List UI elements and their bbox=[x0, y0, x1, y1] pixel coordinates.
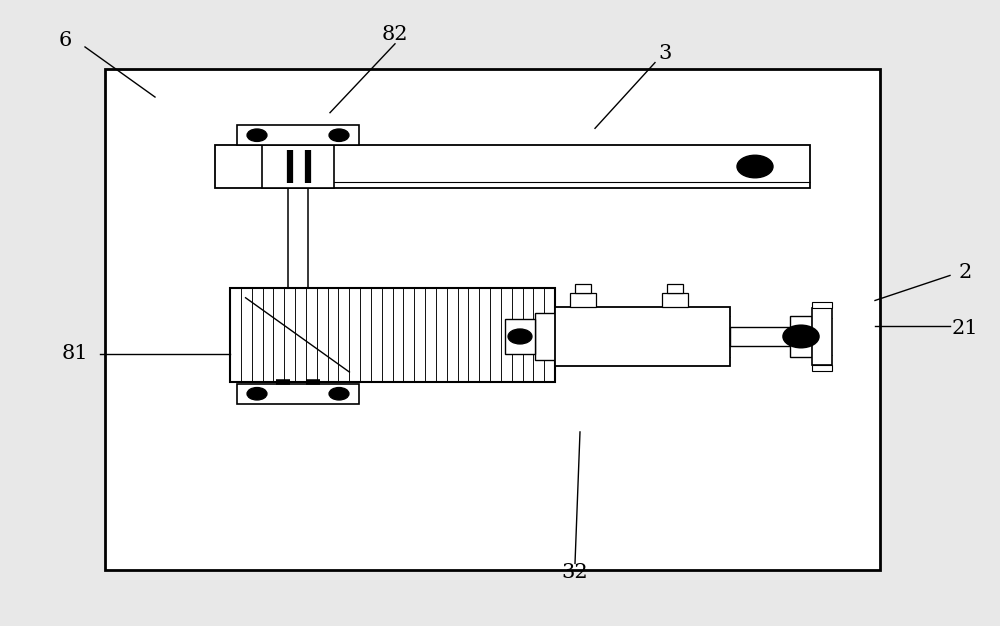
FancyBboxPatch shape bbox=[812, 364, 832, 371]
Text: 21: 21 bbox=[952, 319, 978, 338]
FancyBboxPatch shape bbox=[812, 309, 832, 364]
Circle shape bbox=[247, 387, 267, 400]
FancyBboxPatch shape bbox=[575, 284, 591, 293]
Text: 6: 6 bbox=[58, 31, 72, 50]
Circle shape bbox=[783, 326, 819, 348]
FancyBboxPatch shape bbox=[105, 69, 880, 570]
FancyBboxPatch shape bbox=[555, 307, 730, 366]
Text: 3: 3 bbox=[658, 44, 672, 63]
FancyBboxPatch shape bbox=[237, 125, 359, 145]
FancyBboxPatch shape bbox=[570, 293, 596, 307]
FancyBboxPatch shape bbox=[730, 327, 790, 346]
Circle shape bbox=[329, 129, 349, 141]
Circle shape bbox=[508, 329, 532, 344]
Text: 32: 32 bbox=[562, 563, 588, 582]
FancyBboxPatch shape bbox=[505, 319, 535, 354]
FancyBboxPatch shape bbox=[662, 293, 688, 307]
Circle shape bbox=[247, 129, 267, 141]
FancyBboxPatch shape bbox=[230, 288, 555, 382]
FancyBboxPatch shape bbox=[535, 313, 557, 360]
FancyBboxPatch shape bbox=[790, 317, 812, 357]
Circle shape bbox=[737, 155, 773, 178]
Circle shape bbox=[793, 332, 809, 342]
FancyBboxPatch shape bbox=[812, 302, 832, 309]
FancyBboxPatch shape bbox=[667, 284, 683, 293]
FancyBboxPatch shape bbox=[262, 145, 334, 188]
FancyBboxPatch shape bbox=[237, 384, 359, 404]
Circle shape bbox=[336, 392, 342, 396]
Text: 82: 82 bbox=[382, 25, 408, 44]
Text: 81: 81 bbox=[62, 344, 88, 363]
Circle shape bbox=[751, 164, 759, 169]
Circle shape bbox=[329, 387, 349, 400]
Circle shape bbox=[254, 133, 260, 137]
Circle shape bbox=[254, 392, 260, 396]
Circle shape bbox=[336, 133, 342, 137]
FancyBboxPatch shape bbox=[215, 145, 810, 188]
Text: 2: 2 bbox=[958, 263, 972, 282]
